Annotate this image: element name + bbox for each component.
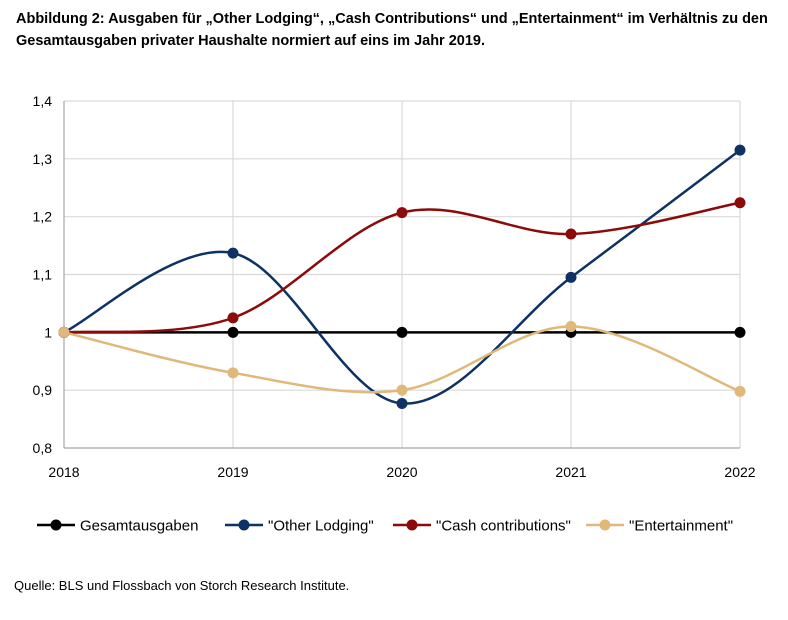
legend-marker-1 [238,519,250,531]
legend-marker-3 [599,519,611,531]
legend-marker-2 [406,519,418,531]
legend-marker-0 [50,519,62,531]
grid-lines [64,100,741,448]
data-point-series-2 [734,197,746,209]
x-tick-label: 2018 [48,464,79,480]
data-point-series-1 [565,271,577,283]
data-point-series-2 [227,312,239,324]
y-axis-ticks: 0,8 0,9 1 1,1 1,2 1,3 1,4 [33,93,53,456]
axes [63,101,740,449]
data-point-series-2 [565,228,577,240]
data-point-series-0 [227,326,239,338]
data-point-series-0 [734,326,746,338]
x-axis-ticks: 2018 2019 2020 2021 2022 [48,464,755,480]
data-point-series-1 [396,397,408,409]
data-point-series-3 [227,367,239,379]
data-point-series-0 [396,326,408,338]
data-point-series-1 [227,247,239,259]
source-note: Quelle: BLS und Flossbach von Storch Res… [14,578,350,593]
data-point-series-2 [396,207,408,219]
legend: Gesamtausgaben "Other Lodging" "Cash contr… [37,518,733,535]
y-tick-label: 1 [44,324,52,340]
series-points [58,144,746,409]
data-point-series-3 [58,326,70,338]
x-tick-label: 2022 [724,464,755,480]
x-tick-label: 2019 [217,464,248,480]
x-tick-label: 2021 [555,464,586,480]
legend-label-3: "Entertainment" [629,518,733,535]
data-point-series-1 [734,144,746,156]
y-tick-label: 1,3 [33,151,53,167]
legend-label-2: "Cash contributions" [436,518,571,535]
data-point-series-3 [565,321,577,333]
y-tick-label: 1,1 [33,267,53,283]
x-tick-label: 2020 [386,464,417,480]
y-tick-label: 0,8 [33,440,53,456]
y-tick-label: 1,2 [33,209,53,225]
y-tick-label: 0,9 [33,382,53,398]
y-tick-label: 1,4 [33,93,53,109]
legend-label-1: "Other Lodging" [268,518,374,535]
data-point-series-3 [734,385,746,397]
legend-label-0: Gesamtausgaben [80,518,198,535]
chart-title: Abbildung 2: Ausgaben für „Other Lodging… [16,11,768,49]
data-point-series-3 [396,384,408,396]
